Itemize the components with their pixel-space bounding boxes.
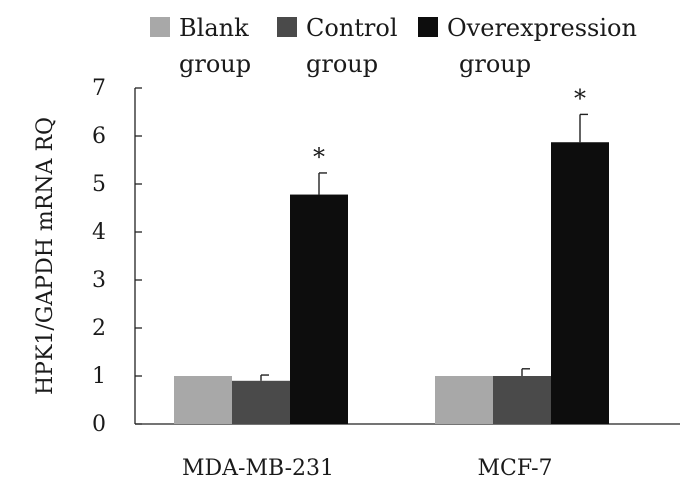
- y-axis-label: HPK1/GAPDH mRNA RQ: [33, 117, 58, 395]
- y-tick-label: 6: [92, 124, 106, 149]
- bar: [493, 376, 551, 424]
- y-tick-label: 2: [92, 316, 106, 341]
- legend-swatch: [418, 17, 438, 37]
- y-tick-label: 7: [92, 76, 106, 101]
- legend-label: group: [459, 50, 531, 78]
- legend-label: Blank: [179, 14, 249, 42]
- legend-label: Overexpression: [447, 14, 637, 42]
- y-tick-label: 3: [92, 268, 106, 293]
- legend-swatch: [150, 17, 170, 37]
- x-category-label: MDA-MB-231: [182, 456, 334, 481]
- significance-marker: *: [313, 143, 325, 171]
- bar: [435, 376, 493, 424]
- y-tick-label: 5: [92, 172, 106, 197]
- legend-label: group: [179, 50, 251, 78]
- bars: [174, 113, 609, 425]
- bar: [232, 380, 290, 424]
- labels: 0 1 2 3 4 5 6 7 HPK1/GAPDH mRNA RQ * MDA-MB-231 * MC…: [33, 76, 586, 481]
- bar: [290, 194, 348, 424]
- y-tick-label: 0: [92, 412, 106, 437]
- x-category-label: MCF-7: [477, 456, 552, 481]
- significance-marker: *: [574, 84, 586, 112]
- legend-label: group: [306, 50, 378, 78]
- legend-label: Control: [306, 14, 398, 42]
- bar: [551, 142, 609, 425]
- y-tick-label: 4: [92, 220, 106, 245]
- legend-swatch: [277, 17, 297, 37]
- y-tick-label: 1: [92, 364, 106, 389]
- bar: [174, 376, 232, 424]
- legend: Blank group Control group Overexpression grou…: [150, 14, 637, 78]
